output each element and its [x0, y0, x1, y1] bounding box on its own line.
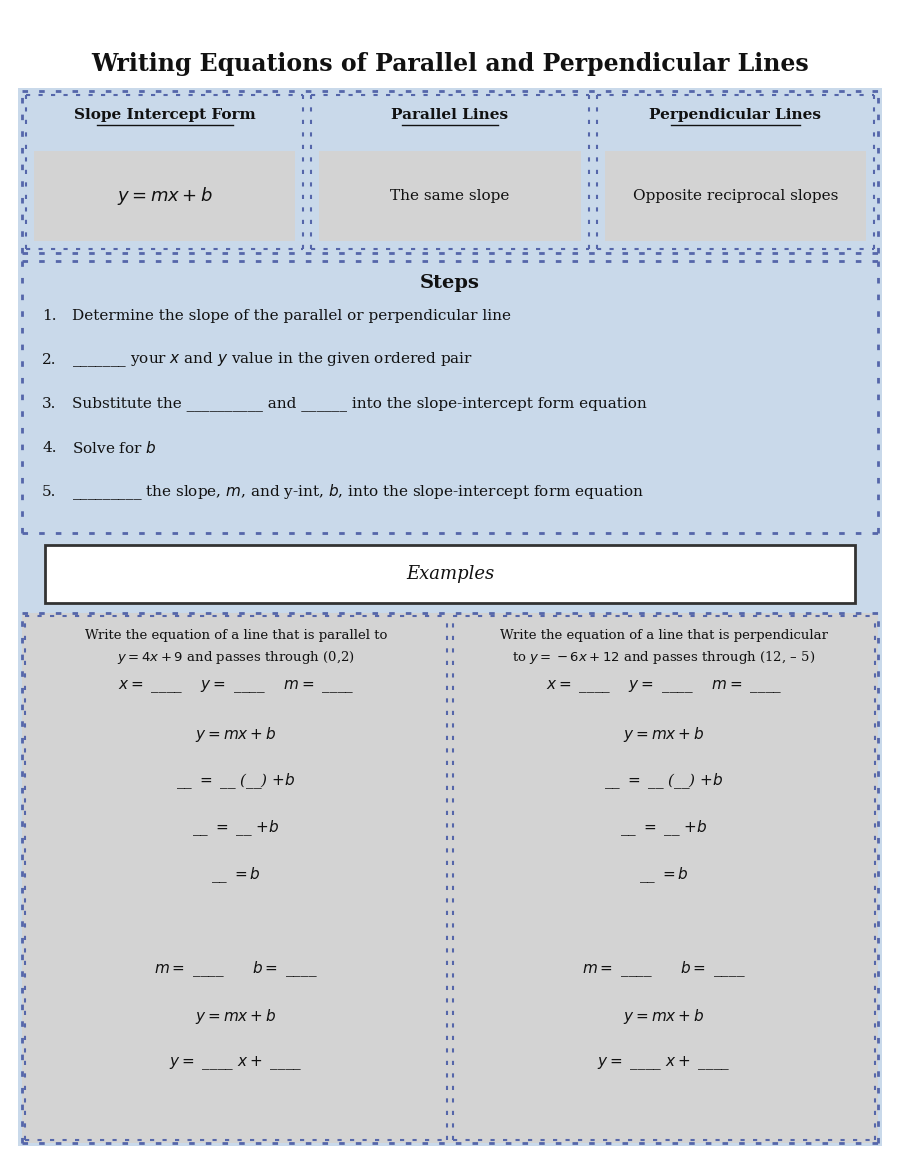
Text: Write the equation of a line that is parallel to: Write the equation of a line that is par…	[85, 628, 387, 642]
Text: 2.: 2.	[42, 353, 57, 367]
Text: _________ the slope, $m$, and y-int, $b$, into the slope-intercept form equation: _________ the slope, $m$, and y-int, $b$…	[72, 482, 644, 502]
Text: Parallel Lines: Parallel Lines	[392, 108, 508, 122]
Text: 1.: 1.	[42, 309, 57, 323]
Bar	[22, 261, 878, 533]
Text: Write the equation of a line that is perpendicular: Write the equation of a line that is per…	[500, 628, 828, 642]
Text: $y = mx + b$: $y = mx + b$	[195, 724, 277, 743]
Text: __ $=$ __ (__) $+ b$: __ $=$ __ (__) $+ b$	[604, 771, 724, 791]
Text: Steps: Steps	[420, 274, 480, 293]
Bar	[22, 613, 878, 1142]
Bar	[22, 541, 878, 606]
Text: Writing Equations of Parallel and Perpendicular Lines: Writing Equations of Parallel and Perpen…	[91, 52, 809, 75]
Text: 5.: 5.	[42, 485, 57, 499]
Text: The same slope: The same slope	[391, 189, 509, 203]
Text: Examples: Examples	[406, 565, 494, 583]
Text: to $y = -6x + 12$ and passes through (12, – 5): to $y = -6x + 12$ and passes through (12…	[512, 649, 815, 665]
Bar	[45, 545, 855, 603]
Text: __ $=$ __ $+ b$: __ $=$ __ $+ b$	[193, 819, 280, 838]
Text: $m =$ ____      $b =$ ____: $m =$ ____ $b =$ ____	[582, 959, 746, 979]
Bar	[22, 91, 878, 253]
Text: $y =$ ____ $x +$ ____: $y =$ ____ $x +$ ____	[169, 1054, 302, 1072]
Text: Determine the slope of the parallel or perpendicular line: Determine the slope of the parallel or p…	[72, 309, 511, 323]
Text: Solve for $b$: Solve for $b$	[72, 440, 157, 456]
Text: $y = mx + b$: $y = mx + b$	[195, 1007, 277, 1025]
Text: 3.: 3.	[42, 397, 57, 411]
Text: $m =$ ____      $b =$ ____: $m =$ ____ $b =$ ____	[154, 959, 318, 979]
Bar	[605, 151, 866, 241]
Text: $y = mx + b$: $y = mx + b$	[623, 1007, 705, 1025]
Text: __ $=$ __ (__) $+ b$: __ $=$ __ (__) $+ b$	[176, 771, 296, 791]
Text: $x =$ ____    $y =$ ____    $m =$ ____: $x =$ ____ $y =$ ____ $m =$ ____	[546, 679, 782, 695]
Bar	[34, 151, 295, 241]
Text: Opposite reciprocal slopes: Opposite reciprocal slopes	[633, 189, 838, 203]
Text: __ $= b$: __ $= b$	[639, 865, 688, 885]
Text: __ $= b$: __ $= b$	[212, 865, 261, 885]
Text: $y =$ ____ $x +$ ____: $y =$ ____ $x +$ ____	[598, 1054, 731, 1072]
Text: _______ your $x$ and $y$ value in the given ordered pair: _______ your $x$ and $y$ value in the gi…	[72, 351, 473, 369]
Text: 4.: 4.	[42, 441, 57, 455]
Text: Slope Intercept Form: Slope Intercept Form	[74, 108, 256, 122]
Text: Perpendicular Lines: Perpendicular Lines	[649, 108, 822, 122]
Text: __ $=$ __ $+ b$: __ $=$ __ $+ b$	[620, 819, 707, 838]
Text: $x =$ ____    $y =$ ____    $m =$ ____: $x =$ ____ $y =$ ____ $m =$ ____	[118, 679, 354, 695]
Text: Substitute the __________ and ______ into the slope-intercept form equation: Substitute the __________ and ______ int…	[72, 397, 647, 411]
Text: $y = 4x + 9$ and passes through (0,2): $y = 4x + 9$ and passes through (0,2)	[117, 649, 355, 665]
Text: $y = mx + b$: $y = mx + b$	[623, 724, 705, 743]
Bar	[320, 151, 580, 241]
Text: $y = mx + b$: $y = mx + b$	[117, 185, 212, 207]
